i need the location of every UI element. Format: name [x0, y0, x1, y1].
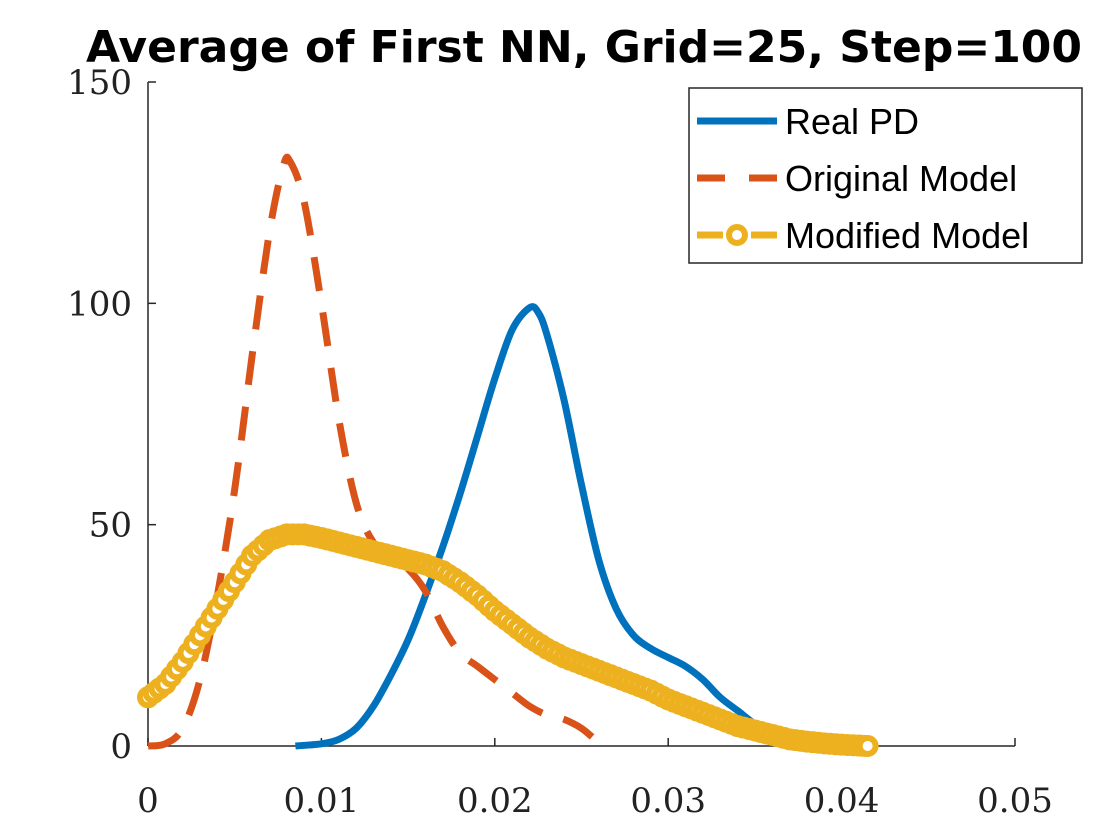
- x-tick-label: 0.01: [284, 781, 360, 821]
- x-tick-label: 0.04: [804, 781, 880, 821]
- series-line-original-model: [147, 153, 609, 750]
- legend: Real PD Original Model Modified Model: [688, 87, 1083, 264]
- legend-label-original-model: Original Model: [785, 158, 1017, 199]
- y-tick-label: 100: [67, 284, 132, 324]
- y-tick-label: 150: [67, 63, 132, 103]
- legend-label-modified-model: Modified Model: [785, 215, 1029, 256]
- plot-area: [137, 153, 879, 757]
- data-point-modified-model: [856, 735, 879, 757]
- legend-marker-modified-model: [726, 224, 748, 246]
- x-tick-label: 0.03: [630, 781, 706, 821]
- series-line-real-pd: [295, 303, 860, 750]
- axes: 0 0.01 0.02 0.03 0.04 0.05 0 50 100 150: [67, 63, 1053, 821]
- y-tick-label: 50: [89, 506, 132, 546]
- x-tick-label: 0.02: [457, 781, 533, 821]
- y-tick-label: 0: [110, 727, 132, 767]
- x-tick-label: 0.05: [977, 781, 1053, 821]
- x-tick-label: 0: [137, 781, 159, 821]
- chart-title: Average of First NN, Grid=25, Step=100: [86, 22, 1082, 73]
- legend-label-real-pd: Real PD: [785, 101, 919, 142]
